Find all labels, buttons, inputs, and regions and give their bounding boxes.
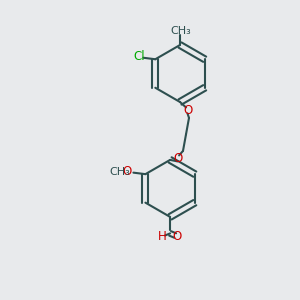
Text: Cl: Cl [133,50,145,63]
Text: O: O [122,165,132,178]
Text: CH₃: CH₃ [170,26,191,36]
Text: H: H [158,230,167,243]
Text: CH₃: CH₃ [109,167,130,177]
Text: O: O [183,104,192,117]
Text: O: O [173,152,182,165]
Text: O: O [172,230,181,243]
